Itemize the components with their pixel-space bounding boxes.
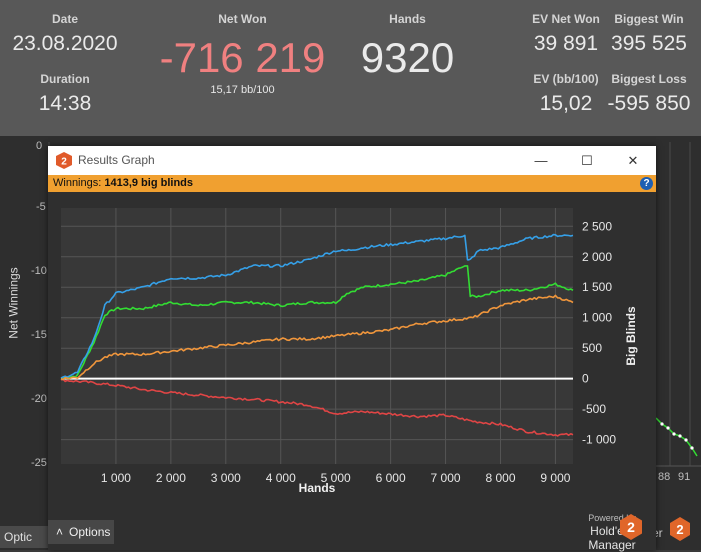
stat-net-won: Net Won -716 219 15,17 bb/100: [145, 12, 340, 96]
stat-net-won-label: Net Won: [218, 12, 267, 26]
y-tick-label: 2 000: [582, 250, 612, 264]
maximize-button[interactable]: ☐: [564, 146, 610, 175]
title-logo-char: 2: [61, 157, 67, 168]
legend-label: Net Won: [192, 515, 238, 516]
chart-series: [60, 233, 574, 437]
legend-label: All-In EV: [438, 515, 485, 516]
powered-by-text: Powered by: [588, 513, 636, 523]
winnings-value: 1413,9 big blinds: [104, 177, 193, 189]
stat-ev-bb100: EV (bb/100) 15,02: [528, 72, 604, 116]
x-tick-label: 9 000: [540, 471, 570, 485]
help-icon[interactable]: ?: [640, 177, 653, 190]
x-tick-label: 2 000: [156, 471, 186, 485]
legend-label: Showdown: [361, 515, 420, 516]
hm2-logo-icon: 2: [56, 152, 72, 169]
bg-y-axis-label: Net Winnings: [6, 267, 21, 339]
results-graph-dialog: 2 Results Graph — ☐ ✕ Winnings: 1413,9 b…: [48, 146, 656, 552]
series-line-net-won: [60, 265, 574, 380]
chart-legend: Net Won Non Showdown Showdown All-In EV: [192, 515, 485, 516]
x-tick-label: 3 000: [211, 471, 241, 485]
dialog-titlebar[interactable]: 2 Results Graph — ☐ ✕: [48, 146, 656, 175]
stat-ev-net-won: EV Net Won 39 891: [528, 12, 604, 56]
y-tick-label: 500: [582, 341, 602, 355]
stat-ev-bb100-value: 15,02: [539, 92, 593, 115]
stat-hands-label: Hands: [389, 12, 426, 26]
stat-net-won-value: -716 219: [159, 34, 326, 81]
winnings-text: Winnings: 1413,9 big blinds: [53, 175, 193, 192]
stat-duration-value: 14:38: [38, 92, 92, 115]
results-chart: 1 000 2 000 3 000 4 000 5 000 6 000 7 000 8 000…: [60, 208, 638, 516]
bg-hm2-logo-icon: 2: [670, 517, 690, 541]
x-axis-ticks: 1 000 2 000 3 000 4 000 5 000 6 000 7 000 8 000…: [101, 471, 571, 485]
stat-date-value: 23.08.2020: [12, 32, 118, 55]
series-line-all-in-ev: [60, 294, 574, 381]
stat-biggest-loss-label: Biggest Loss: [611, 72, 687, 86]
brand-name: Hold'em Manager: [588, 524, 636, 552]
x-tick-label: 8 000: [485, 471, 515, 485]
y-tick-label: -500: [582, 402, 606, 416]
stat-biggest-loss-value: -595 850: [607, 92, 691, 115]
bg-powered-text: er: [652, 526, 663, 540]
options-button[interactable]: ˄ Options: [48, 520, 114, 544]
y-tick-label: 1 000: [582, 311, 612, 325]
bg-y-tick: -5: [36, 201, 46, 213]
x-axis-label: Hands: [299, 481, 336, 495]
bg-x-tick: 88: [658, 471, 671, 483]
series-line-showdown: [60, 233, 574, 379]
stat-duration: Duration 14:38: [10, 72, 120, 116]
bg-y-tick: -15: [31, 329, 47, 341]
y-axis-ticks: 2 500 2 000 1 500 1 000 500 0 -500 -1 000: [582, 219, 616, 446]
stat-ev-net-won-value: 39 891: [533, 32, 599, 55]
y-tick-label: 1 500: [582, 280, 612, 294]
options-arrow-icon: ˄: [56, 525, 64, 539]
stat-biggest-win-label: Biggest Win: [614, 12, 684, 26]
x-tick-label: 7 000: [431, 471, 461, 485]
y-axis-label: Big Blinds: [624, 306, 638, 366]
plot-area: [61, 208, 573, 464]
hm2-brand-logo-icon: 2: [620, 514, 642, 540]
bg-options-button[interactable]: Optic: [0, 526, 52, 548]
bg-y-tick: -25: [31, 457, 47, 469]
bg-y-tick: -10: [31, 265, 47, 277]
winnings-infobar: Winnings: 1413,9 big blinds ?: [48, 175, 656, 192]
x-tick-label: 4 000: [266, 471, 296, 485]
x-tick-label: 1 000: [101, 471, 131, 485]
options-label: Options: [69, 525, 111, 539]
series-line-non-showdown: [60, 378, 574, 437]
bg-logo-char: 2: [676, 522, 683, 537]
stat-date-label: Date: [51, 12, 78, 26]
bg-y-tick: -20: [31, 393, 47, 405]
minimize-button[interactable]: —: [518, 146, 564, 175]
stats-header: Date 23.08.2020 Duration 14:38 Net Won -…: [0, 0, 701, 136]
bg-x-tick: 91: [678, 471, 691, 483]
stat-ev-net-won-label: EV Net Won: [532, 12, 600, 26]
stat-net-won-sub: 15,17 bb/100: [210, 84, 275, 96]
winnings-label: Winnings:: [53, 177, 102, 189]
minimize-icon: —: [534, 153, 548, 168]
close-icon: ✕: [627, 152, 639, 168]
close-button[interactable]: ✕: [610, 146, 656, 175]
stat-ev-bb100-label: EV (bb/100): [533, 72, 599, 86]
stat-biggest-loss: Biggest Loss -595 850: [604, 72, 694, 116]
stat-duration-label: Duration: [40, 72, 90, 86]
stat-hands: Hands 9320: [345, 12, 470, 82]
stat-date: Date 23.08.2020: [10, 12, 120, 56]
legend-label: Non Showdown: [269, 515, 353, 516]
x-tick-label: 6 000: [376, 471, 406, 485]
y-tick-label: 0: [582, 372, 589, 386]
y-tick-label: 2 500: [582, 219, 612, 233]
powered-by-block: Powered by Hold'em Manager: [568, 513, 656, 552]
bg-y-tick: 0: [36, 140, 43, 152]
dialog-title: Results Graph: [78, 153, 155, 167]
stat-hands-value: 9320: [360, 34, 455, 81]
y-tick-label: -1 000: [582, 433, 616, 447]
stat-biggest-win: Biggest Win 395 525: [604, 12, 694, 56]
x-tick-label: 5 000: [321, 471, 351, 485]
maximize-icon: ☐: [581, 152, 593, 168]
brand-logo-char: 2: [627, 519, 635, 535]
stat-biggest-win-value: 395 525: [611, 32, 687, 55]
